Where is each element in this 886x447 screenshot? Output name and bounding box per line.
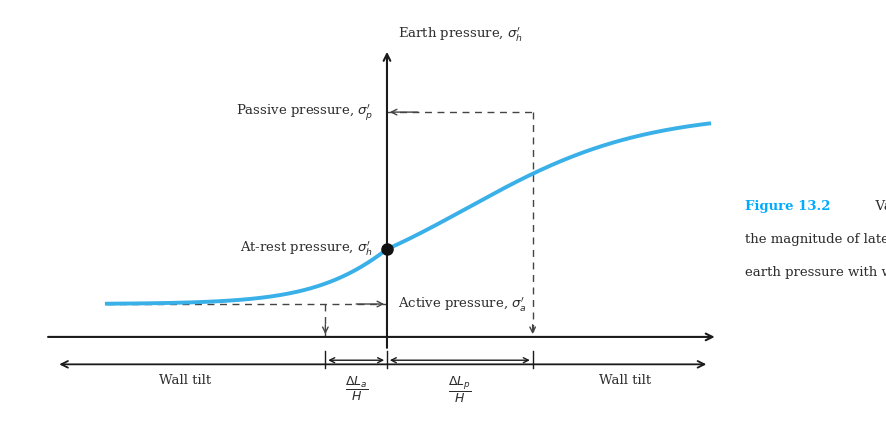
Text: $\dfrac{\Delta L_a}{H}$: $\dfrac{\Delta L_a}{H}$	[345, 375, 368, 403]
Text: At-rest pressure, $\sigma_h'$: At-rest pressure, $\sigma_h'$	[240, 240, 373, 258]
Text: Active pressure, $\sigma_a'$: Active pressure, $\sigma_a'$	[398, 295, 527, 313]
Text: Wall tilt: Wall tilt	[599, 374, 651, 387]
Text: Figure 13.2: Figure 13.2	[745, 200, 831, 213]
Text: the magnitude of lateral: the magnitude of lateral	[745, 233, 886, 246]
Text: Earth pressure, $\sigma_h'$: Earth pressure, $\sigma_h'$	[398, 25, 523, 43]
Text: earth pressure with wall tilt: earth pressure with wall tilt	[745, 266, 886, 278]
Text: $\dfrac{\Delta L_p}{H}$: $\dfrac{\Delta L_p}{H}$	[448, 375, 471, 405]
Text: Wall tilt: Wall tilt	[159, 374, 212, 387]
Text: Variation of: Variation of	[867, 200, 886, 213]
Text: Passive pressure, $\sigma_p'$: Passive pressure, $\sigma_p'$	[236, 102, 373, 122]
